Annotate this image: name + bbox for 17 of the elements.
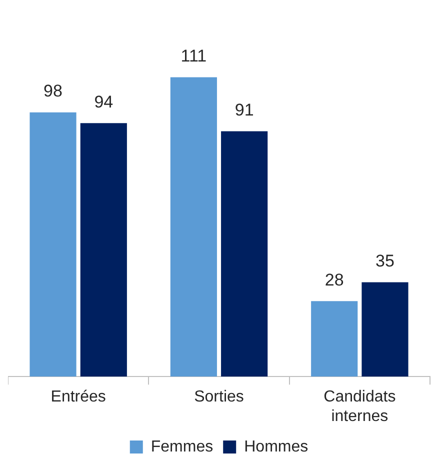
x-tick-label: Entrées — [50, 388, 106, 406]
data-label: 91 — [234, 100, 254, 120]
data-label: 28 — [324, 270, 344, 290]
bar — [362, 282, 408, 377]
data-label: 111 — [180, 46, 207, 66]
bar — [80, 123, 127, 377]
legend-label: Hommes — [244, 438, 308, 456]
bar — [30, 112, 76, 377]
data-label: 35 — [376, 251, 394, 270]
bar — [170, 77, 217, 377]
x-tick-label: Candidats internes — [324, 388, 396, 425]
legend-label: Femmes — [150, 438, 214, 456]
data-label: 98 — [44, 82, 62, 101]
bar — [311, 301, 358, 377]
x-tick-label: Sorties — [194, 388, 244, 406]
data-label: 94 — [94, 92, 114, 112]
bar — [221, 131, 268, 377]
